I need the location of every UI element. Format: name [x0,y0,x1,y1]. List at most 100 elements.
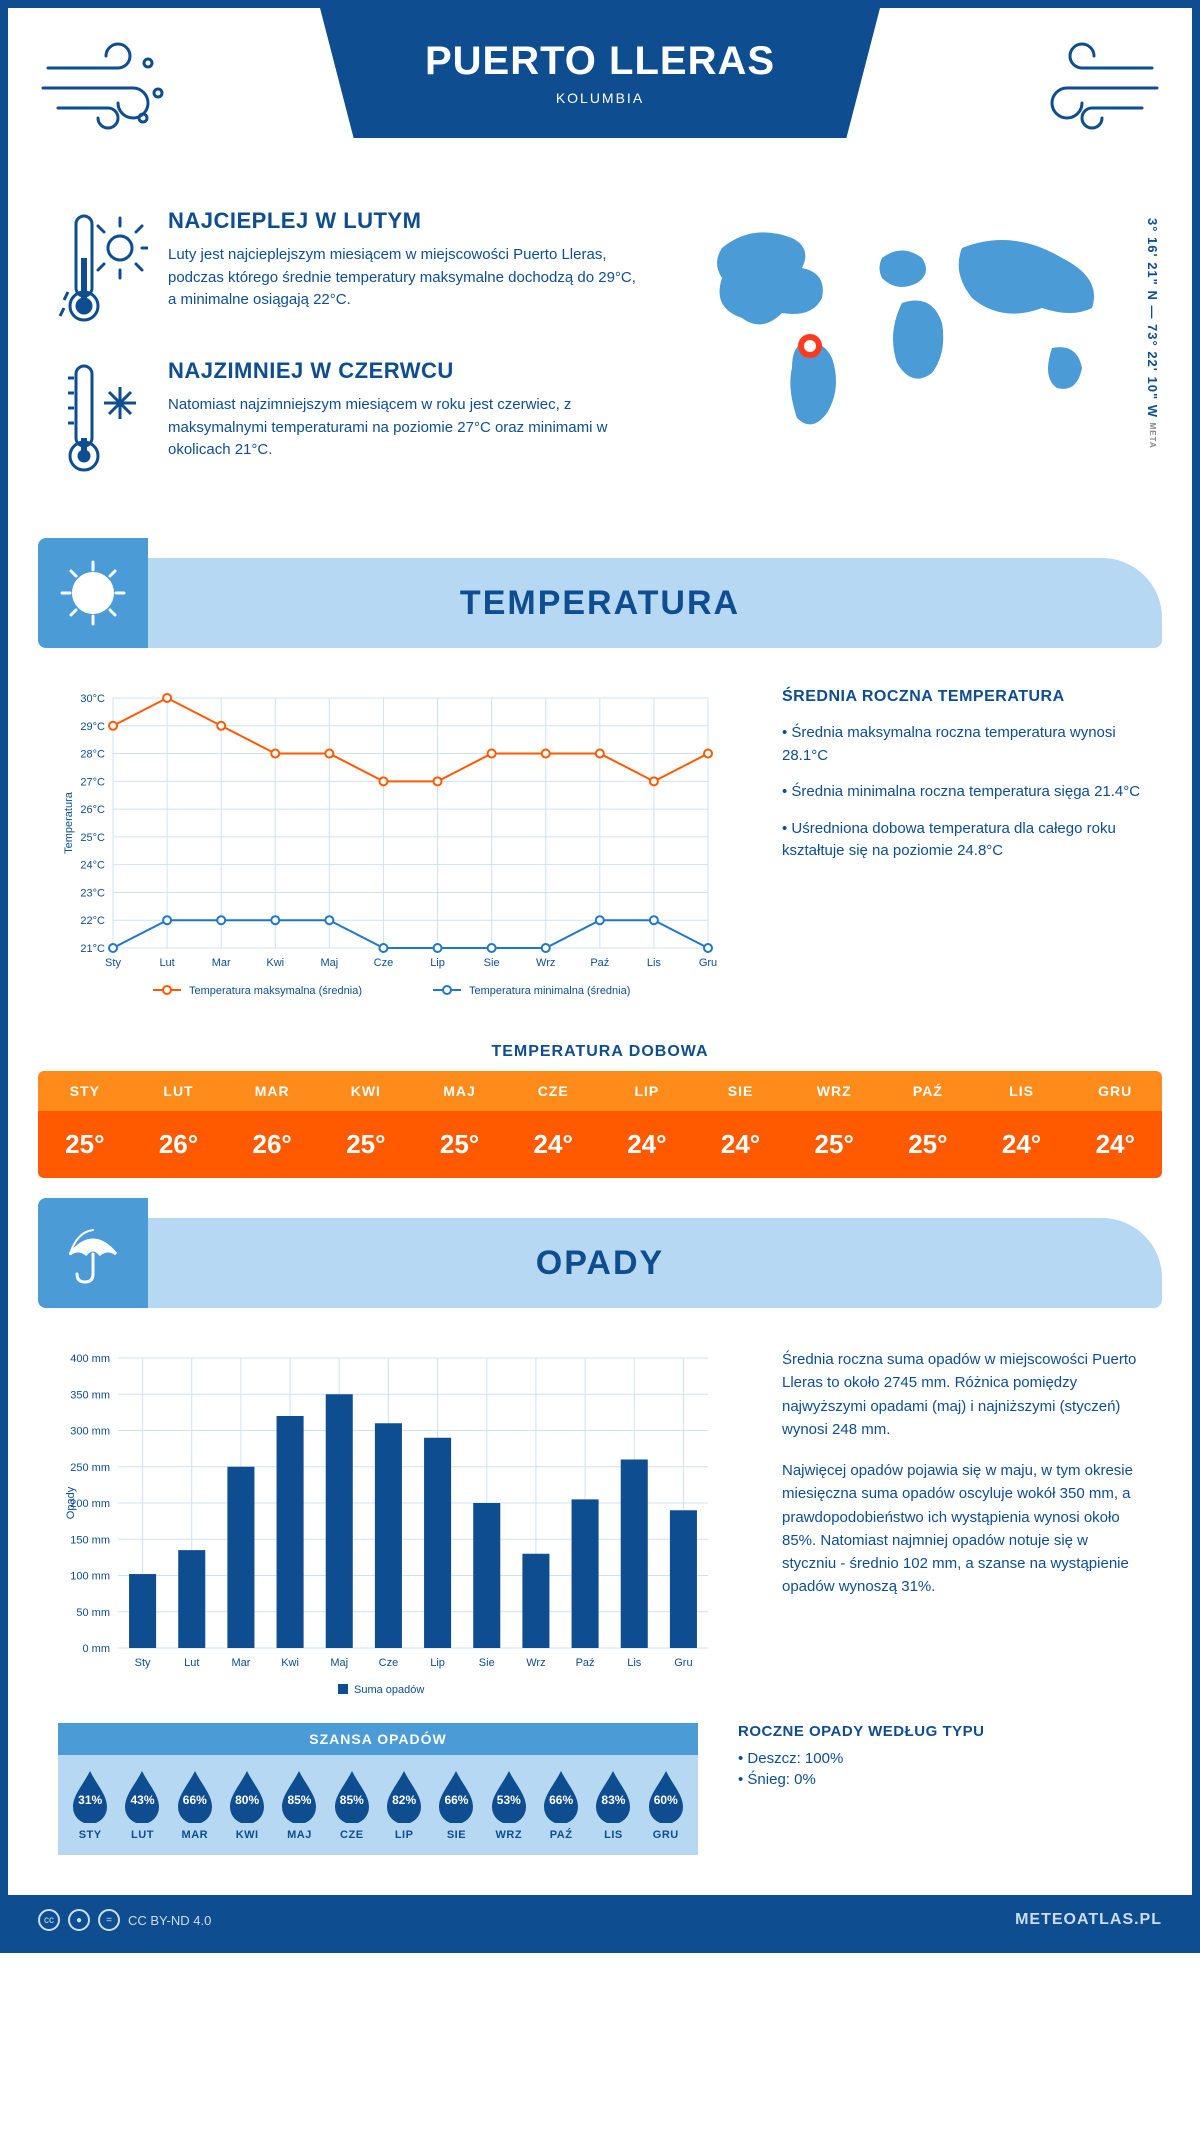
svg-text:24°C: 24°C [80,860,105,872]
title-banner: PUERTO LLERAS KOLUMBIA [320,8,880,138]
svg-text:26°C: 26°C [80,804,105,816]
svg-text:27°C: 27°C [80,776,105,788]
svg-text:Opady: Opady [65,1486,77,1519]
precip-note-1: Średnia roczna suma opadów w miejscowośc… [782,1348,1142,1441]
chance-col: 85%MAJ [273,1769,325,1841]
svg-text:23°C: 23°C [80,887,105,899]
chance-col: 31%STY [64,1769,116,1841]
raindrop-icon: 85% [331,1769,373,1823]
chance-col: 82%LIP [378,1769,430,1841]
svg-text:Temperatura maksymalna (średni: Temperatura maksymalna (średnia) [189,985,362,997]
temperature-section-banner: TEMPERATURA [38,558,1162,648]
license: cc ● = CC BY-ND 4.0 [38,1909,211,1931]
hottest-title: NAJCIEPLEJ W LUTYM [168,208,642,234]
raindrop-icon: 66% [174,1769,216,1823]
header: PUERTO LLERAS KOLUMBIA [8,8,1192,198]
svg-text:Kwi: Kwi [266,957,284,969]
country-name: KOLUMBIA [425,91,775,107]
daily-temperature-table: STY25°LUT26°MAR26°KWI25°MAJ25°CZE24°LIP2… [38,1071,1162,1178]
precip-heading: OPADY [536,1244,664,1283]
raindrop-icon: 53% [488,1769,530,1823]
svg-text:0 mm: 0 mm [83,1643,111,1655]
raindrop-icon: 82% [383,1769,425,1823]
svg-text:21°C: 21°C [80,943,105,955]
chance-col: 80%KWI [221,1769,273,1841]
svg-text:Temperatura minimalna (średnia: Temperatura minimalna (średnia) [469,985,630,997]
svg-text:Lis: Lis [627,1657,642,1669]
raindrop-icon: 85% [278,1769,320,1823]
svg-text:350 mm: 350 mm [70,1389,110,1401]
svg-text:150 mm: 150 mm [70,1534,110,1546]
sun-icon [58,558,128,628]
daily-temp-col: CZE24° [506,1071,600,1178]
raindrop-icon: 83% [592,1769,634,1823]
temp-note-3: • Uśredniona dobowa temperatura dla całe… [782,818,1142,863]
coldest-fact: NAJZIMNIEJ W CZERWCU Natomiast najzimnie… [58,358,642,478]
daily-temp-col: MAR26° [225,1071,319,1178]
umbrella-icon [58,1218,128,1288]
svg-text:250 mm: 250 mm [70,1462,110,1474]
precipitation-chance-strip: 31%STY 43%LUT 66%MAR 80%KWI 85%MAJ 85%CZ… [58,1755,698,1855]
precip-section-banner: OPADY [38,1218,1162,1308]
svg-text:Lut: Lut [159,957,174,969]
svg-text:28°C: 28°C [80,749,105,761]
footer: cc ● = CC BY-ND 4.0 METEOATLAS.PL [8,1895,1192,1945]
svg-text:Maj: Maj [320,957,338,969]
svg-text:Temperatura: Temperatura [63,791,75,854]
raindrop-icon: 60% [645,1769,687,1823]
precipitation-bar-chart: 0 mm50 mm100 mm150 mm200 mm250 mm300 mm3… [58,1348,718,1708]
location-marker [801,337,819,355]
temp-notes-title: ŚREDNIA ROCZNA TEMPERATURA [782,688,1142,706]
svg-text:Lip: Lip [430,957,445,969]
temperature-heading: TEMPERATURA [460,584,740,623]
svg-text:Suma opadów: Suma opadów [354,1684,424,1696]
chance-col: 85%CZE [326,1769,378,1841]
svg-text:Gru: Gru [699,957,717,969]
svg-text:Lis: Lis [647,957,662,969]
precip-type-title: ROCZNE OPADY WEDŁUG TYPU [738,1723,1142,1740]
daily-temp-heading: TEMPERATURA DOBOWA [8,1043,1192,1061]
svg-text:Paź: Paź [576,1657,595,1669]
chance-col: 66%PAŹ [535,1769,587,1841]
cc-icon: cc [38,1909,60,1931]
world-map [682,208,1142,448]
svg-text:300 mm: 300 mm [70,1426,110,1438]
daily-temp-col: WRZ25° [787,1071,881,1178]
precip-type-snow: • Śnieg: 0% [738,1771,1142,1788]
daily-temp-col: PAŹ25° [881,1071,975,1178]
svg-text:22°C: 22°C [80,915,105,927]
coordinates: 3° 16' 21" N — 73° 22' 10" W META [1145,218,1160,449]
svg-text:50 mm: 50 mm [76,1607,110,1619]
svg-text:Cze: Cze [379,1657,399,1669]
daily-temp-col: LIP24° [600,1071,694,1178]
daily-temp-col: STY25° [38,1071,132,1178]
chance-col: 60%GRU [640,1769,692,1841]
temp-note-2: • Średnia minimalna roczna temperatura s… [782,781,1142,804]
hottest-fact: NAJCIEPLEJ W LUTYM Luty jest najcieplejs… [58,208,642,328]
thermometer-snow-icon [58,358,148,478]
precip-type-rain: • Deszcz: 100% [738,1750,1142,1767]
svg-text:400 mm: 400 mm [70,1353,110,1365]
daily-temp-col: LUT26° [132,1071,226,1178]
raindrop-icon: 31% [69,1769,111,1823]
precip-note-2: Najwięcej opadów pojawia się w maju, w t… [782,1459,1142,1599]
svg-text:25°C: 25°C [80,832,105,844]
svg-text:100 mm: 100 mm [70,1571,110,1583]
svg-text:Lut: Lut [184,1657,199,1669]
daily-temp-col: LIS24° [975,1071,1069,1178]
temp-note-1: • Średnia maksymalna roczna temperatura … [782,722,1142,767]
svg-text:Mar: Mar [231,1657,250,1669]
raindrop-icon: 66% [540,1769,582,1823]
wind-icon [1022,38,1162,138]
svg-text:Sie: Sie [479,1657,495,1669]
chance-col: 83%LIS [587,1769,639,1841]
svg-text:Kwi: Kwi [281,1657,299,1669]
svg-text:Lip: Lip [430,1657,445,1669]
svg-text:Sty: Sty [105,957,121,969]
svg-text:Sie: Sie [484,957,500,969]
svg-text:Maj: Maj [330,1657,348,1669]
license-text: CC BY-ND 4.0 [128,1913,211,1928]
hottest-text: Luty jest najcieplejszym miesiącem w mie… [168,244,642,312]
svg-text:Mar: Mar [212,957,231,969]
svg-text:Wrz: Wrz [536,957,555,969]
